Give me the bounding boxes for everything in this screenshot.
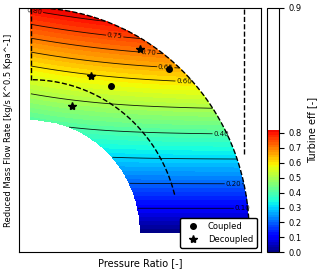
Text: 0.80: 0.80 bbox=[26, 7, 43, 15]
Text: 0.70: 0.70 bbox=[140, 49, 156, 56]
Text: 0.75: 0.75 bbox=[107, 32, 123, 40]
Y-axis label: Turbine eff [-]: Turbine eff [-] bbox=[307, 97, 317, 163]
Text: 0.40: 0.40 bbox=[213, 131, 229, 137]
Text: 0.65: 0.65 bbox=[158, 64, 174, 71]
Text: 0.60: 0.60 bbox=[176, 78, 192, 85]
Legend: Coupled, Decoupled: Coupled, Decoupled bbox=[180, 218, 257, 248]
X-axis label: Pressure Ratio [-]: Pressure Ratio [-] bbox=[98, 258, 182, 268]
Y-axis label: Reduced Mass Flow Rate [kg/s K^0.5 Kpa^-1]: Reduced Mass Flow Rate [kg/s K^0.5 Kpa^-… bbox=[4, 33, 13, 227]
Text: 0.10: 0.10 bbox=[235, 205, 250, 211]
Text: 0.20: 0.20 bbox=[225, 181, 241, 187]
